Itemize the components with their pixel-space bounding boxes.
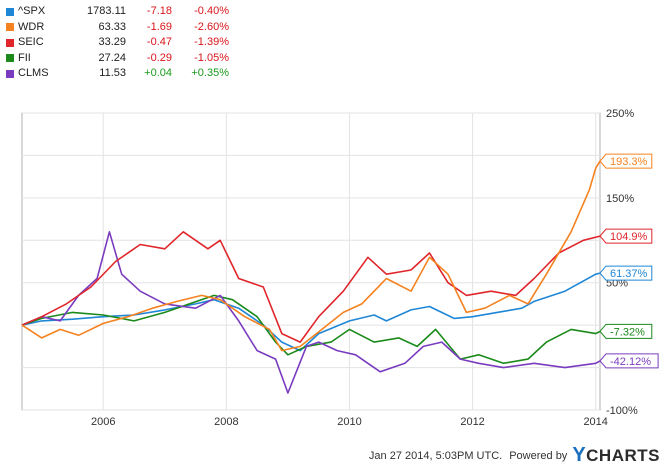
x-tick-label: 2008 xyxy=(214,416,238,428)
x-tick-label: 2010 xyxy=(337,416,361,428)
y-tick-label: -100% xyxy=(606,405,638,417)
end-label: -7.32% xyxy=(610,326,645,338)
end-label: -42.12% xyxy=(610,356,651,368)
end-label: 193.3% xyxy=(610,156,648,168)
footer: Jan 27 2014, 5:03PM UTC. Powered by YCHA… xyxy=(369,444,660,467)
x-tick-label: 2006 xyxy=(91,416,115,428)
ycharts-logo-y: Y xyxy=(572,444,586,466)
x-tick-label: 2012 xyxy=(460,416,484,428)
powered-by-text: Powered by xyxy=(509,450,567,462)
y-tick-label: 250% xyxy=(606,108,634,120)
ycharts-logo[interactable]: YCHARTS xyxy=(572,444,660,467)
y-tick-label: 150% xyxy=(606,193,634,205)
end-label: 61.37% xyxy=(610,268,648,280)
timestamp: Jan 27 2014, 5:03PM UTC. xyxy=(369,450,502,462)
x-tick-label: 2014 xyxy=(583,416,607,428)
line-chart: 2006 2008 2010 2012 2014250%150%50%-100%61.3… xyxy=(0,0,670,440)
ycharts-logo-text: CHARTS xyxy=(586,446,660,465)
end-label: 104.9% xyxy=(610,231,648,243)
